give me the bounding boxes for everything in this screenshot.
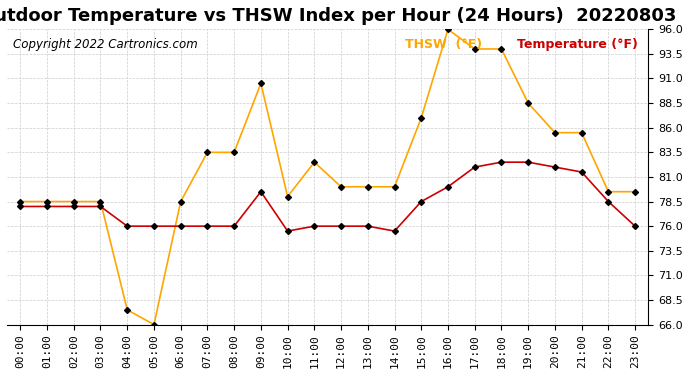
Text: THSW  (°F): THSW (°F)	[404, 38, 482, 51]
Title: Outdoor Temperature vs THSW Index per Hour (24 Hours)  20220803: Outdoor Temperature vs THSW Index per Ho…	[0, 7, 676, 25]
Text: Copyright 2022 Cartronics.com: Copyright 2022 Cartronics.com	[13, 38, 198, 51]
Text: Temperature (°F): Temperature (°F)	[517, 38, 638, 51]
